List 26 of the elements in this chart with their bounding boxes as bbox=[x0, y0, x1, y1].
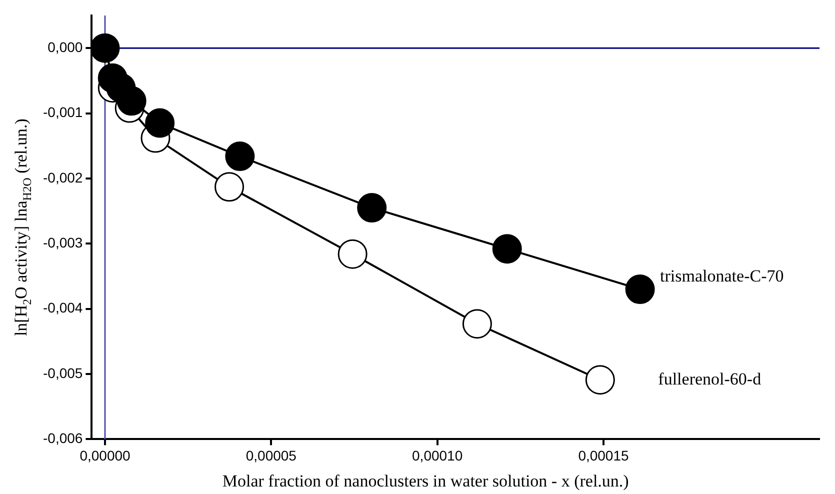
series-label: trismalonate-C-70 bbox=[660, 266, 784, 286]
point bbox=[116, 86, 146, 116]
point bbox=[585, 365, 615, 395]
x-tick-label: 0,00010 bbox=[412, 447, 463, 464]
point bbox=[145, 108, 175, 138]
y-tick-label: -0,005 bbox=[42, 364, 83, 381]
y-tick-label: -0,006 bbox=[42, 430, 83, 446]
point bbox=[462, 309, 492, 339]
x-tick-label: 0,00015 bbox=[578, 447, 629, 464]
point bbox=[225, 142, 255, 172]
point bbox=[214, 172, 244, 202]
y-tick-label: -0,002 bbox=[42, 169, 83, 186]
point bbox=[625, 274, 655, 304]
x-axis-title: Molar fraction of nanoclusters in water solution - x (rel.un.) bbox=[222, 471, 629, 490]
x-tick-label: 0,00000 bbox=[80, 447, 131, 464]
y-axis-title: ln[H2O activity] lnaH2O (rel.un.) bbox=[11, 118, 34, 336]
y-tick-label: -0,001 bbox=[42, 104, 83, 120]
text: fullerenol-60-d bbox=[658, 369, 762, 388]
point bbox=[92, 33, 120, 63]
point bbox=[492, 234, 522, 264]
y-tick-label: 0,000 bbox=[48, 38, 83, 55]
x-tick-label: 0,00005 bbox=[246, 447, 297, 464]
point bbox=[357, 193, 387, 223]
point bbox=[338, 239, 368, 269]
y-tick-label: -0,003 bbox=[42, 234, 83, 251]
y-tick-label: -0,004 bbox=[42, 300, 83, 316]
